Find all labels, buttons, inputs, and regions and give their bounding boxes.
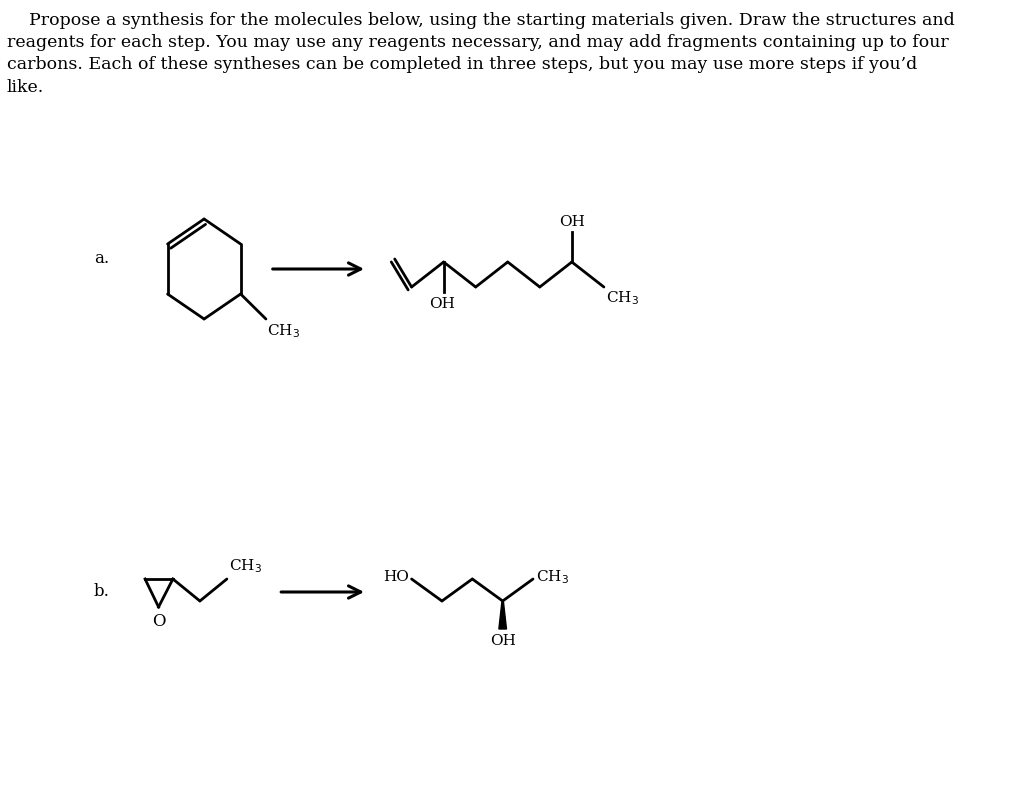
Text: Propose a synthesis for the molecules below, using the starting materials given.: Propose a synthesis for the molecules be… xyxy=(7,12,954,96)
Text: a.: a. xyxy=(94,250,110,268)
Polygon shape xyxy=(499,601,507,629)
Text: CH$_3$: CH$_3$ xyxy=(536,568,568,586)
Text: CH$_3$: CH$_3$ xyxy=(229,557,262,575)
Text: O: O xyxy=(152,613,165,630)
Text: b.: b. xyxy=(94,583,110,600)
Text: OH: OH xyxy=(429,297,455,311)
Text: CH$_3$: CH$_3$ xyxy=(606,289,639,307)
Text: OH: OH xyxy=(489,634,516,648)
Text: HO: HO xyxy=(383,570,409,584)
Text: CH$_3$: CH$_3$ xyxy=(267,322,300,340)
Text: OH: OH xyxy=(559,215,585,229)
